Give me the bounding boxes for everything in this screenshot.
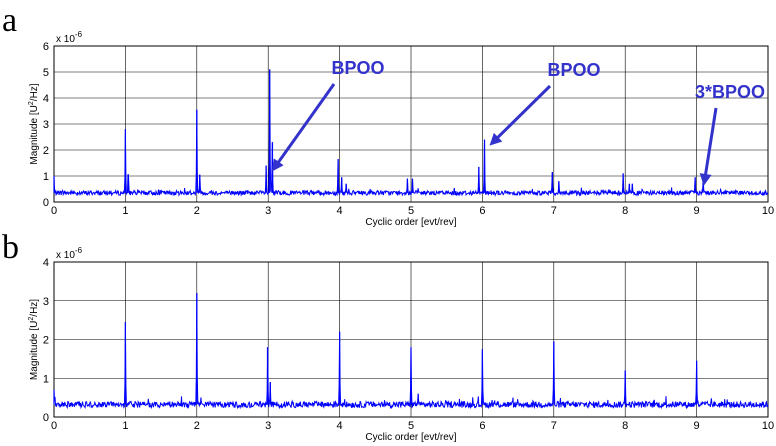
y-tick-label: 3: [43, 296, 49, 308]
x-tick-label: 6: [479, 205, 485, 217]
x-tick-label: 6: [479, 420, 485, 432]
y-tick-label: 0: [43, 412, 49, 424]
x-axis-label: Cyclic order [evt/rev]: [365, 432, 456, 443]
x-tick-label: 2: [194, 205, 200, 217]
y-tick-label: 0: [43, 197, 49, 209]
panel-a-letter: a: [2, 2, 17, 39]
x-tick-label: 7: [551, 420, 557, 432]
x-tick-label: 5: [408, 205, 414, 217]
x-tick-label: 1: [122, 205, 128, 217]
x-tick-label: 8: [622, 420, 628, 432]
y-tick-label: 5: [43, 67, 49, 79]
y-tick-label: 4: [43, 257, 49, 269]
annotation-arrowhead: [271, 158, 284, 172]
annotation-arrowhead: [699, 173, 712, 186]
x-tick-label: 1: [122, 420, 128, 432]
y-tick-label: 1: [43, 373, 49, 385]
annotation-arrowhead: [489, 132, 503, 146]
x-tick-label: 8: [622, 205, 628, 217]
y-exponent-label: x 10-6: [56, 246, 83, 261]
y-exponent-label: x 10-6: [56, 30, 83, 45]
annotation-label: BPOO: [331, 58, 384, 78]
x-tick-label: 10: [762, 205, 774, 217]
x-tick-label: 10: [762, 420, 774, 432]
panel-b-letter: b: [2, 229, 19, 266]
panel-a: a 0 1 2 3 4 5 6 7 8 9 10 0 1 2 3 4 5 6 x 10-6 Cyclic order …: [2, 2, 774, 228]
spectrum-line: [53, 69, 769, 198]
y-tick-label: 2: [43, 335, 49, 347]
panel-b: b 0 1 2 3 4 5 6 7 8 9 10 0 1 2 3 4 x 10-6 Cyclic order [e…: [2, 229, 774, 443]
x-tick-label: 0: [51, 420, 57, 432]
annotation-arrow: [272, 83, 336, 171]
annotation-arrow: [490, 84, 552, 145]
y-tick-label: 2: [43, 145, 49, 157]
y-axis-label-sup: 2: [28, 101, 35, 105]
y-tick-label: 3: [43, 119, 49, 131]
y-tick-label: 6: [43, 41, 49, 53]
x-axis-label: Cyclic order [evt/rev]: [365, 217, 456, 228]
annotation-label: 3*BPOO: [695, 82, 765, 102]
x-tick-label: 3: [265, 420, 271, 432]
y-axis-label-sup: 2: [28, 317, 35, 321]
x-tick-label: 3: [265, 205, 271, 217]
x-tick-label: 7: [551, 205, 557, 217]
y-exponent-power: -6: [75, 30, 83, 39]
y-axis-label-tail: /Hz]: [29, 83, 40, 101]
annotation-label: BPOO: [547, 60, 600, 80]
annotation-arrow: [702, 107, 718, 184]
x-tick-label: 4: [337, 420, 343, 432]
x-tick-label: 5: [408, 420, 414, 432]
x-tick-label: 2: [194, 420, 200, 432]
x-tick-label: 4: [337, 205, 343, 217]
y-tick-label: 4: [43, 93, 49, 105]
x-tick-label: 9: [694, 205, 700, 217]
y-exponent-power: -6: [75, 246, 83, 255]
x-tick-label: 9: [694, 420, 700, 432]
x-tick-label: 0: [51, 205, 57, 217]
y-axis-label-tail: /Hz]: [29, 299, 40, 317]
y-axis-label: Magnitude [U2/Hz]: [28, 83, 40, 164]
y-axis-label: Magnitude [U2/Hz]: [28, 299, 40, 380]
y-tick-label: 1: [43, 171, 49, 183]
